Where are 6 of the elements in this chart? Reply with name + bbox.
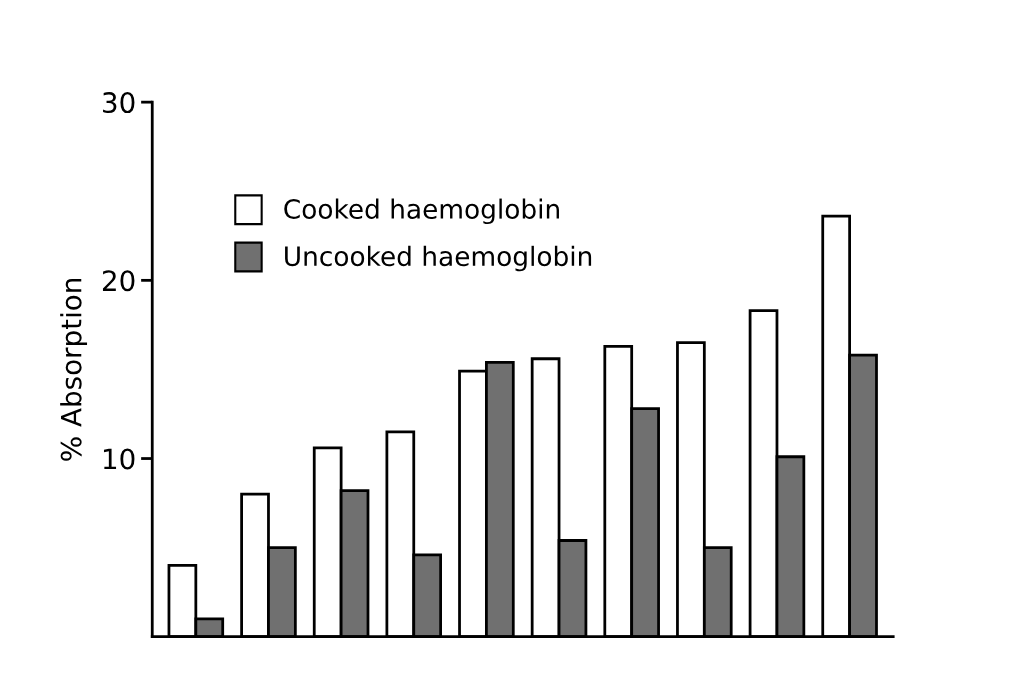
y-tick-label: 10 [103, 448, 135, 470]
legend-label: Uncooked haemoglobin [285, 245, 592, 272]
legend-label: Cooked haemoglobin [284, 198, 559, 225]
y-tick-label: 30 [103, 92, 135, 114]
y-tick-label: 20 [102, 270, 135, 292]
y-axis-title: % Absorption [60, 279, 88, 461]
